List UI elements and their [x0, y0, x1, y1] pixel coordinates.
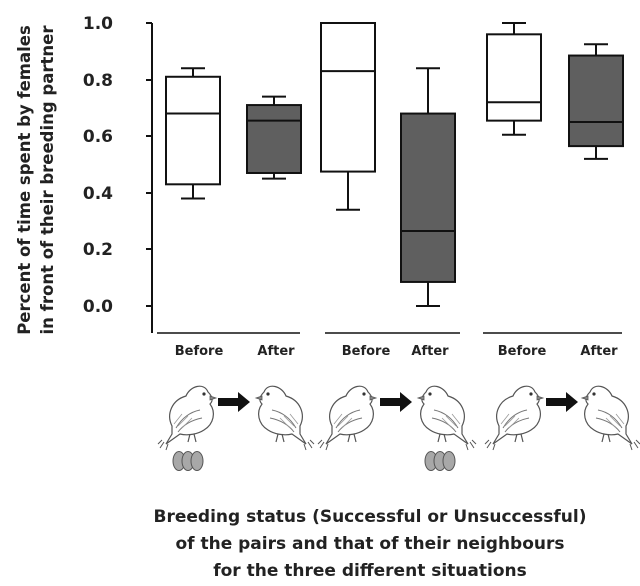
y-tick-label: 0.2 — [83, 240, 113, 260]
category-labels: Before After Before After Before After — [175, 344, 618, 359]
box-3-before — [486, 22, 542, 136]
category-label-after: After — [257, 344, 295, 359]
right-arrow-icon — [218, 392, 250, 412]
egg-cluster-icon — [172, 451, 204, 471]
bird-icon — [317, 385, 377, 451]
right-arrow-icon — [546, 392, 578, 412]
x-axis-title-line-1: Breeding status (Successful or Unsuccess… — [154, 507, 587, 527]
iqr-box — [246, 104, 302, 174]
y-tick-label: 0.6 — [83, 127, 113, 147]
y-tick-label: 1.0 — [83, 14, 113, 34]
bird-icon — [157, 385, 217, 451]
boxes — [165, 22, 624, 307]
box-2-after — [400, 67, 456, 307]
y-axis — [146, 22, 153, 333]
iqr-box — [320, 22, 376, 173]
situation-3-icons — [484, 385, 640, 451]
iqr-box — [400, 112, 456, 283]
box-2-before — [320, 22, 376, 211]
bird-icon — [417, 385, 477, 451]
x-axis-title-line-3: for the three different situations — [213, 561, 527, 581]
x-axis-title-line-2: of the pairs and that of their neighbour… — [175, 534, 564, 554]
category-label-after: After — [580, 344, 618, 359]
category-label-before: Before — [175, 344, 224, 359]
y-axis-ticks: 0.0 0.2 0.4 0.6 0.8 1.0 — [83, 14, 113, 317]
category-label-before: Before — [498, 344, 547, 359]
y-axis-title-line-1: Percent of time spent by females — [15, 25, 34, 335]
right-arrow-icon — [380, 392, 412, 412]
iqr-box — [486, 33, 542, 122]
iqr-box — [568, 54, 624, 148]
box-3-after — [568, 43, 624, 160]
egg-cluster-icon — [424, 451, 456, 471]
y-tick-label: 0.0 — [83, 297, 113, 317]
category-label-after: After — [411, 344, 449, 359]
y-axis-title-line-2: in front of their breeding partner — [38, 25, 57, 335]
y-tick-label: 0.8 — [83, 71, 113, 91]
situation-2-icons — [317, 385, 477, 471]
bird-icon — [255, 385, 315, 451]
y-tick-label: 0.4 — [83, 184, 113, 204]
iqr-box — [165, 75, 221, 186]
bird-icon — [581, 385, 640, 451]
box-1-before — [165, 67, 221, 200]
bird-icon — [484, 385, 544, 451]
category-label-before: Before — [342, 344, 391, 359]
situation-1-icons — [157, 385, 315, 471]
box-1-after — [246, 95, 302, 180]
